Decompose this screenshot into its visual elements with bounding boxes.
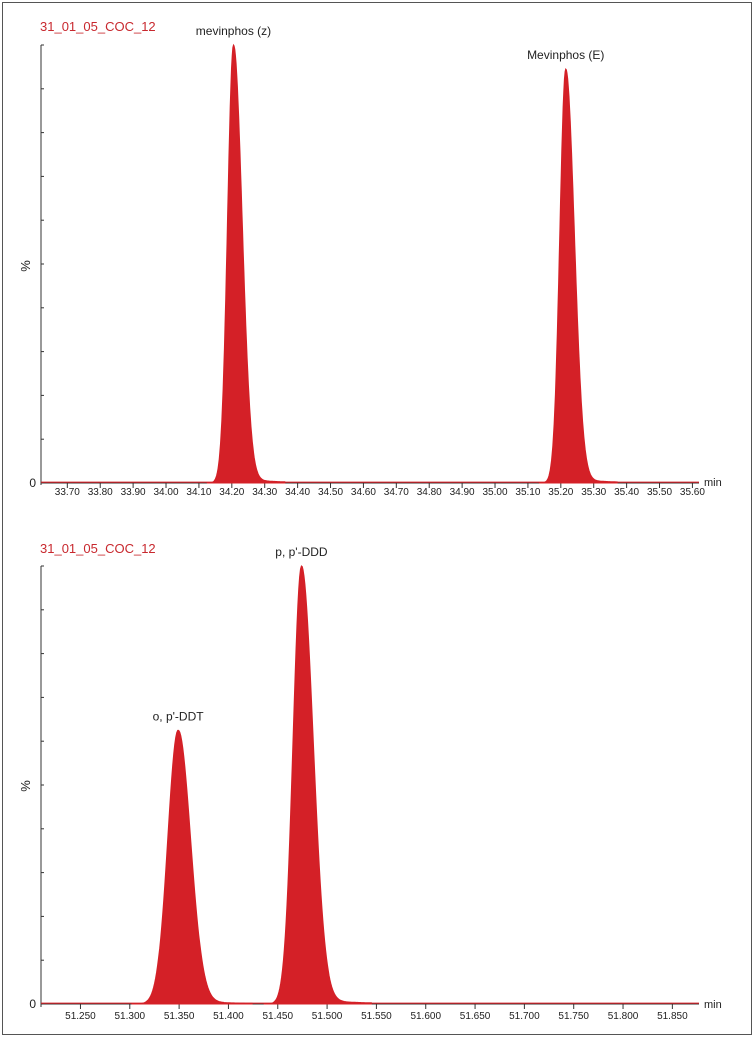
x-tick-label: 51.750 [558,1011,589,1022]
x-tick-label: 34.60 [351,487,376,498]
x-tick-label: 51.850 [657,1011,688,1022]
x-tick-label: 33.80 [88,487,113,498]
panel-1-peaks [206,43,618,484]
x-tick-label: 34.50 [318,487,343,498]
x-tick-label: 51.800 [608,1011,639,1022]
panel-2-x-ticks: 51.250 51.300 51.350 51.400 51.450 51.500 51.5… [65,1004,688,1022]
x-tick-label: 51.600 [410,1011,441,1022]
x-tick-label: 35.10 [515,487,540,498]
x-tick-label: 35.40 [614,487,639,498]
peak-label: Mevinphos (E) [527,48,604,62]
x-tick-label: 34.20 [219,487,244,498]
x-tick-label: 51.550 [361,1011,392,1022]
panel-2-x-unit-label: min [704,999,722,1011]
panel-1-y-zero-label: 0 [29,476,36,490]
x-tick-label: 34.40 [285,487,310,498]
x-tick-label: 51.300 [114,1011,145,1022]
panel-1-x-ticks: 33.70 33.80 33.90 34.00 34.10 34.20 34.30 34.40… [55,483,705,498]
peak-area [539,68,618,484]
panel-1-peak-labels: mevinphos (z) Mevinphos (E) [196,24,605,62]
peak-area [263,565,372,1005]
x-tick-label: 35.30 [581,487,606,498]
panel-1-y-minor-ticks [41,44,44,440]
panel-2-y-minor-ticks [41,565,44,961]
panel-2-y-zero-label: 0 [29,997,36,1011]
x-tick-label: 34.30 [252,487,277,498]
x-tick-label: 33.90 [121,487,146,498]
x-tick-label: 34.90 [450,487,475,498]
panel-1-x-unit-label: min [704,477,722,489]
panel-2-peak-labels: o, p'-DDT p, p'-DDD [153,545,328,723]
x-tick-label: 35.60 [680,487,705,498]
x-tick-label: 34.80 [417,487,442,498]
x-tick-label: 33.70 [55,487,80,498]
peak-label: o, p'-DDT [153,709,205,723]
panel-2-title: 31_01_05_COC_12 [40,541,156,556]
x-tick-label: 51.400 [213,1011,244,1022]
peak-label: mevinphos (z) [196,24,271,38]
x-tick-label: 51.250 [65,1011,96,1022]
x-tick-label: 51.450 [262,1011,293,1022]
peak-area [131,729,253,1005]
peak-area [206,43,286,484]
x-tick-label: 34.70 [384,487,409,498]
chromatogram-panel-2: 31_01_05_COC_12 % 0 min 51.250 51.300 51.3… [18,541,722,1022]
chromatogram-panel-1: 31_01_05_COC_12 % 0 min 33.70 33.80 33.90 3… [18,19,722,498]
x-tick-label: 34.00 [154,487,179,498]
panel-1-y-axis-label: % [18,260,33,272]
x-tick-label: 51.650 [460,1011,491,1022]
x-tick-label: 51.700 [509,1011,540,1022]
x-tick-label: 35.20 [548,487,573,498]
panel-2-peaks [131,565,372,1005]
x-tick-label: 51.500 [312,1011,343,1022]
x-tick-label: 35.50 [647,487,672,498]
x-tick-label: 34.10 [186,487,211,498]
x-tick-label: 51.350 [164,1011,195,1022]
x-tick-label: 35.00 [483,487,508,498]
panel-2-y-axis-label: % [18,780,33,792]
panel-1-title: 31_01_05_COC_12 [40,19,156,34]
peak-label: p, p'-DDD [275,545,328,559]
